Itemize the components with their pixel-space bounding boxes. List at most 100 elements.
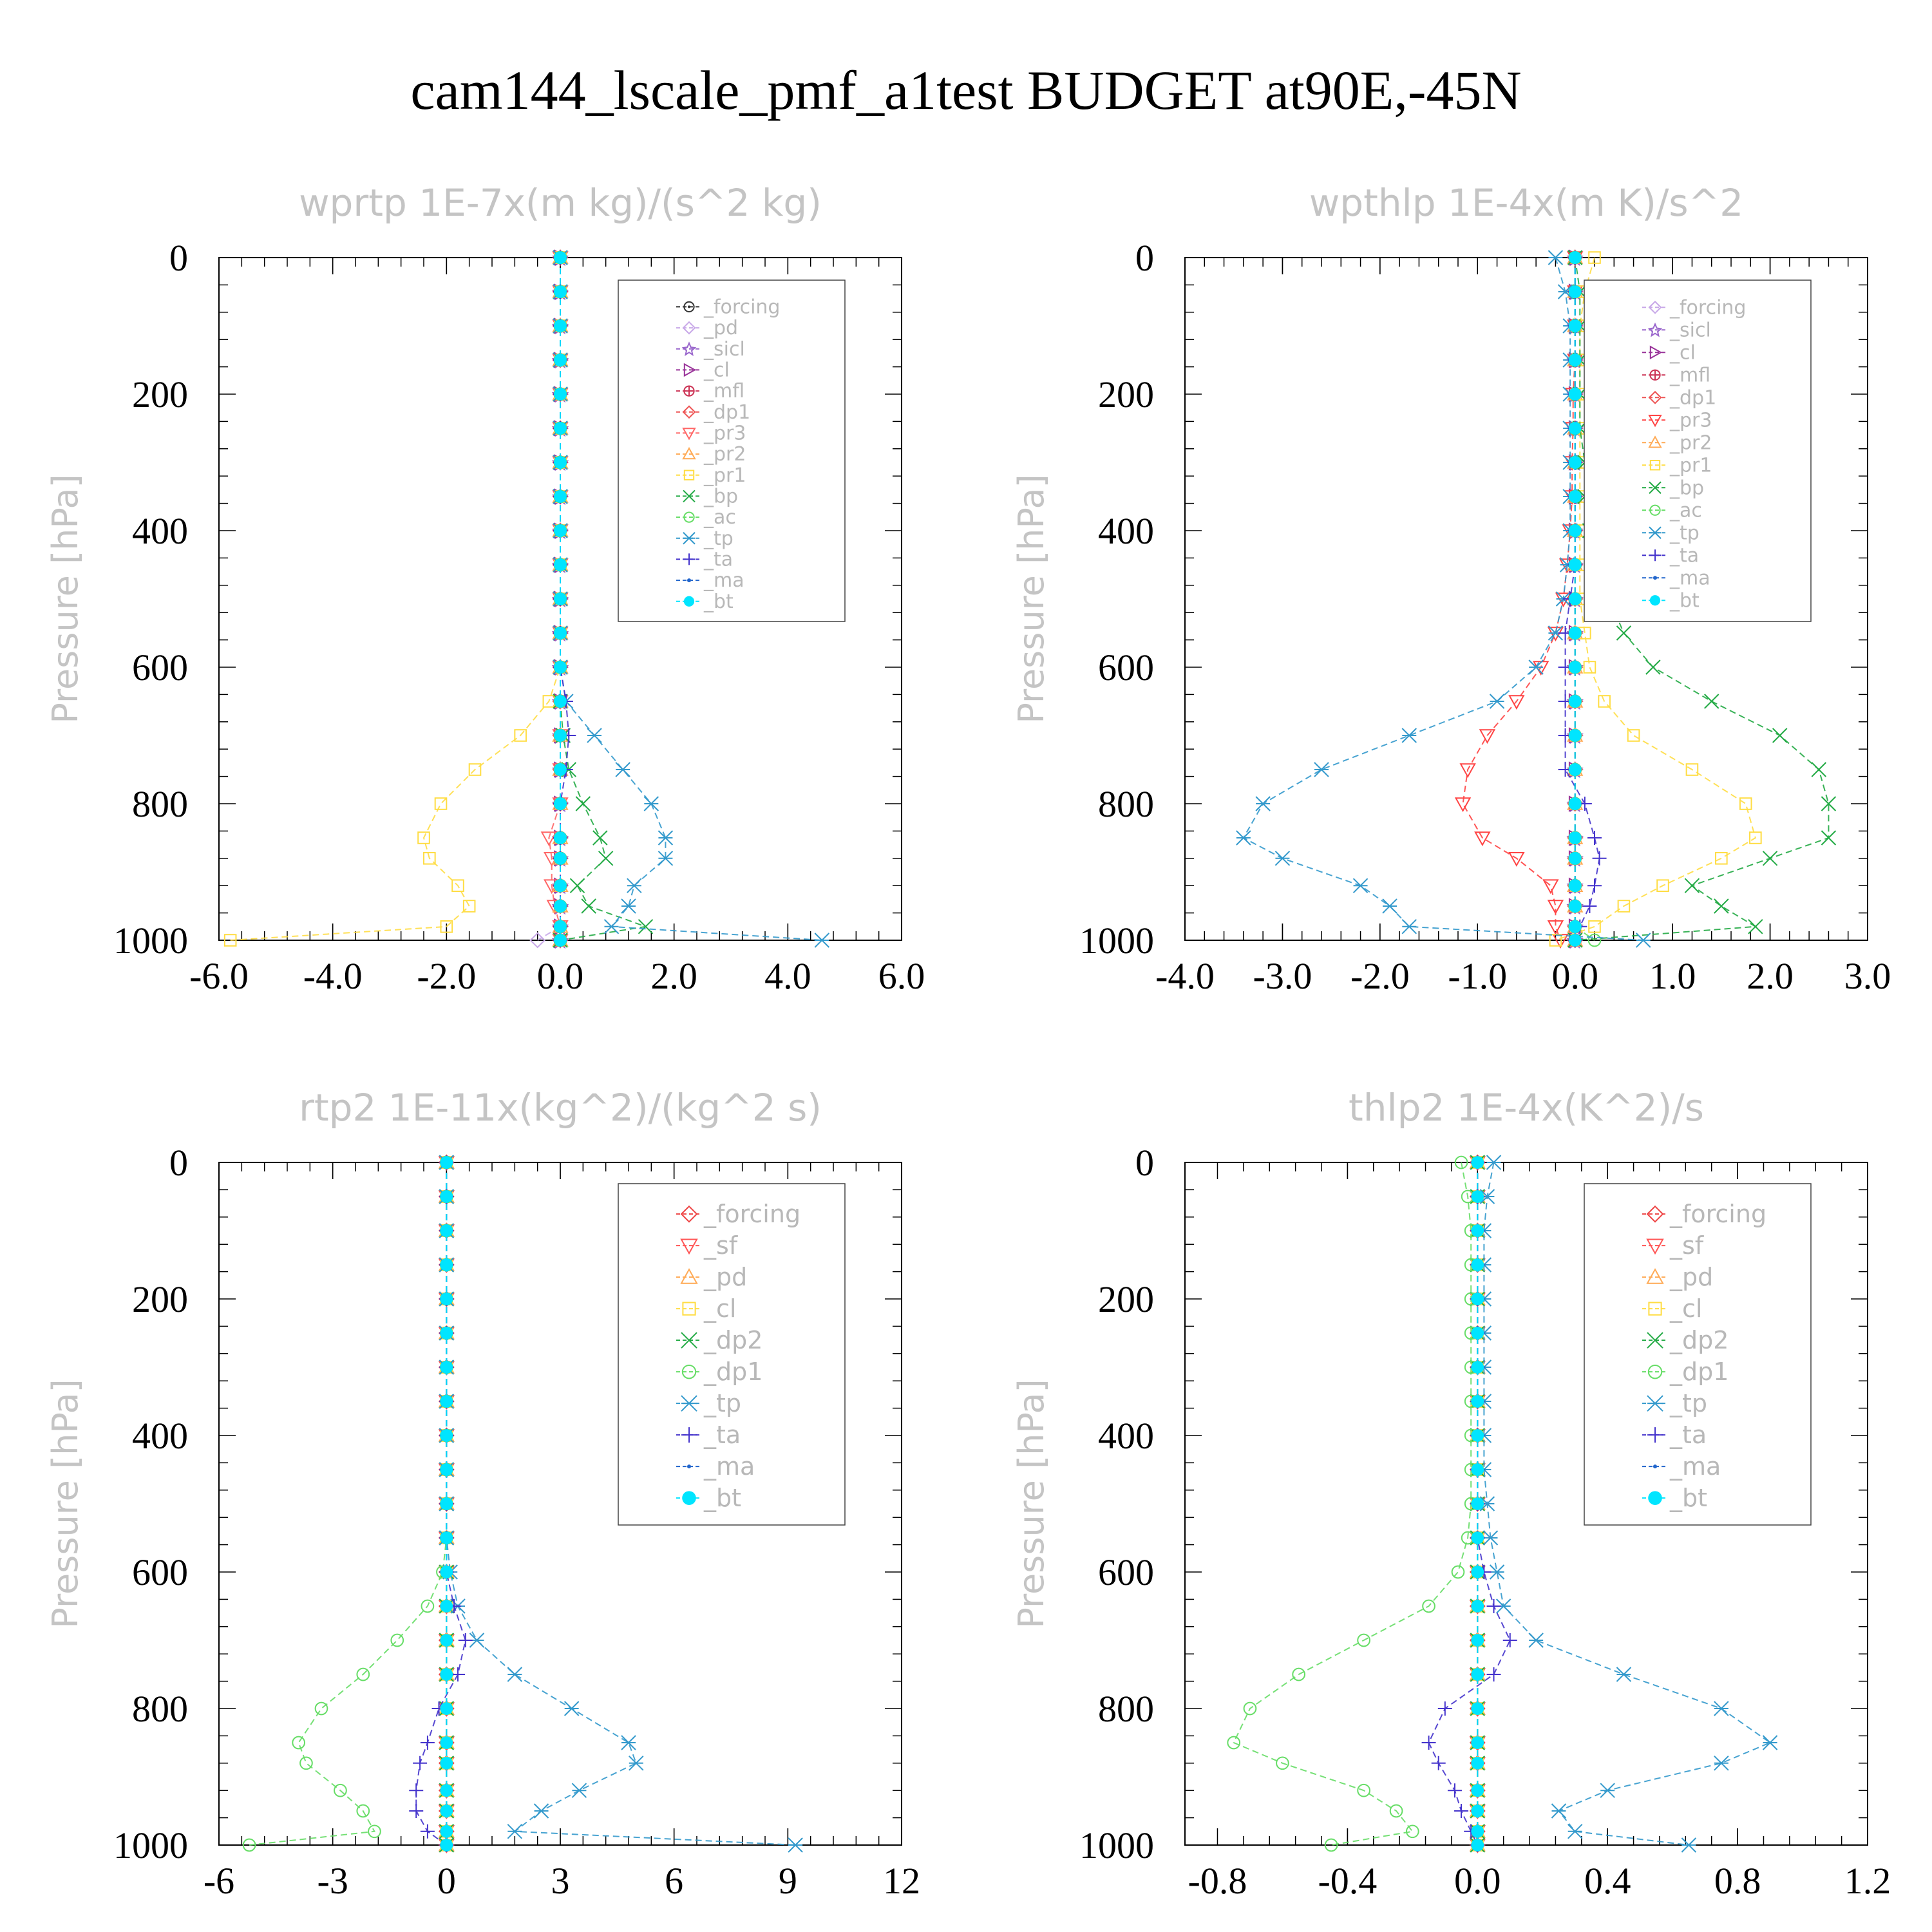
legend-label: _ma: [703, 569, 744, 592]
legend-item-ma: _ma: [676, 569, 744, 592]
data-point: [643, 796, 659, 811]
legend-item-ta: _ta: [676, 1421, 741, 1449]
x-tick-label: 2.0: [650, 955, 697, 997]
panel-title: wprtp 1E-7x(m kg)/(s^2 kg): [299, 181, 822, 225]
data-point: [554, 831, 567, 844]
data-point: [1551, 1803, 1567, 1819]
data-point: [468, 763, 482, 776]
y-tick-label: 200: [132, 374, 188, 415]
data-point: [440, 1258, 453, 1271]
data-point: [440, 1293, 453, 1305]
y-tick-label: 800: [1098, 783, 1154, 825]
x-tick-label: 6: [665, 1860, 683, 1902]
data-point: [1714, 1756, 1729, 1771]
y-axis-label: Pressure [hPa]: [45, 474, 86, 723]
legend-item-tp: _tp: [1642, 522, 1700, 544]
data-point: [1588, 251, 1601, 264]
data-point: [292, 1736, 306, 1750]
data-point: [1568, 900, 1582, 913]
data-point: [1389, 1804, 1403, 1818]
data-point: [554, 627, 567, 639]
data-point: [1542, 879, 1559, 895]
data-point: [420, 1736, 435, 1750]
legend-item-ac: _ac: [676, 506, 736, 529]
data-point: [1547, 900, 1564, 915]
data-point: [554, 388, 567, 401]
legend-item-pr2: _pr2: [676, 443, 746, 466]
data-point: [440, 1702, 453, 1715]
legend-label: _mfl: [703, 380, 744, 402]
y-tick-label: 200: [1098, 374, 1154, 415]
data-point: [409, 1804, 424, 1818]
data-point: [569, 878, 585, 893]
data-point: [1454, 797, 1472, 813]
data-point: [1821, 796, 1837, 811]
legend-item-bp: _bp: [1642, 477, 1704, 499]
y-tick-label: 1000: [1079, 1824, 1154, 1866]
data-point: [1568, 490, 1582, 503]
panel-title: rtp2 1E-11x(kg^2)/(kg^2 s): [299, 1086, 822, 1130]
data-point: [458, 1633, 473, 1647]
legend-label: _pr3: [1669, 409, 1712, 431]
legend-label: _forcing: [1669, 296, 1746, 319]
legend-item-cl: _cl: [1642, 1294, 1702, 1323]
legend-label: _tp: [703, 1389, 741, 1417]
y-tick-label: 600: [132, 647, 188, 688]
data-point: [1811, 762, 1826, 777]
data-point: [1568, 319, 1582, 332]
series-dp1: [1227, 1155, 1478, 1852]
x-tick-label: -2.0: [1350, 955, 1410, 997]
data-point: [1486, 1155, 1502, 1170]
plot-frame: [1184, 257, 1868, 941]
data-point: [1739, 797, 1752, 810]
data-point: [1568, 524, 1582, 537]
data-point: [1471, 1497, 1484, 1510]
legend-item-ac: _ac: [1642, 499, 1702, 522]
data-point: [1549, 934, 1562, 947]
data-point: [1528, 1633, 1544, 1648]
data-point: [440, 1497, 453, 1510]
data-point: [1314, 762, 1329, 777]
legend-label: _bt: [703, 1484, 741, 1512]
legend-item-cl: _cl: [676, 359, 730, 381]
data-point: [507, 1824, 523, 1839]
legend-item-dp1: _dp1: [676, 1358, 762, 1386]
data-point: [1617, 900, 1631, 913]
data-point: [554, 879, 567, 893]
data-point: [1471, 1190, 1484, 1203]
data-point: [1627, 729, 1640, 742]
data-point: [1401, 728, 1417, 743]
data-point: [1555, 592, 1572, 608]
data-point: [615, 762, 630, 777]
data-point: [554, 422, 567, 435]
legend-item-dp2: _dp2: [1642, 1326, 1728, 1354]
data-point: [598, 851, 614, 866]
data-point: [554, 661, 567, 674]
data-point: [420, 1824, 435, 1839]
axis-ticks: [1185, 1162, 1868, 1846]
legend-label: _mfl: [1669, 364, 1710, 386]
x-tick-label: 1.2: [1844, 1860, 1891, 1902]
legend-label: _dp2: [1669, 1326, 1728, 1354]
y-tick-label: 400: [1098, 510, 1154, 552]
data-point: [1568, 251, 1582, 264]
data-point: [1568, 388, 1582, 401]
data-point: [1471, 1702, 1484, 1715]
y-tick-label: 1000: [113, 920, 188, 961]
legend-label: _ac: [1669, 499, 1702, 522]
data-point: [1471, 1395, 1484, 1408]
legend-label: _forcing: [703, 1200, 800, 1228]
data-point: [314, 1701, 328, 1716]
data-point: [554, 319, 567, 332]
legend-item-tp: _tp: [1642, 1389, 1707, 1417]
data-point: [1471, 1839, 1484, 1852]
legend-item-bt: _bt: [676, 591, 734, 613]
data-point: [1568, 661, 1582, 674]
data-point: [571, 1783, 587, 1798]
data-point: [451, 879, 464, 893]
data-point: [814, 933, 830, 948]
data-point: [1451, 1565, 1465, 1579]
data-point: [554, 729, 567, 742]
data-point: [440, 1839, 453, 1852]
